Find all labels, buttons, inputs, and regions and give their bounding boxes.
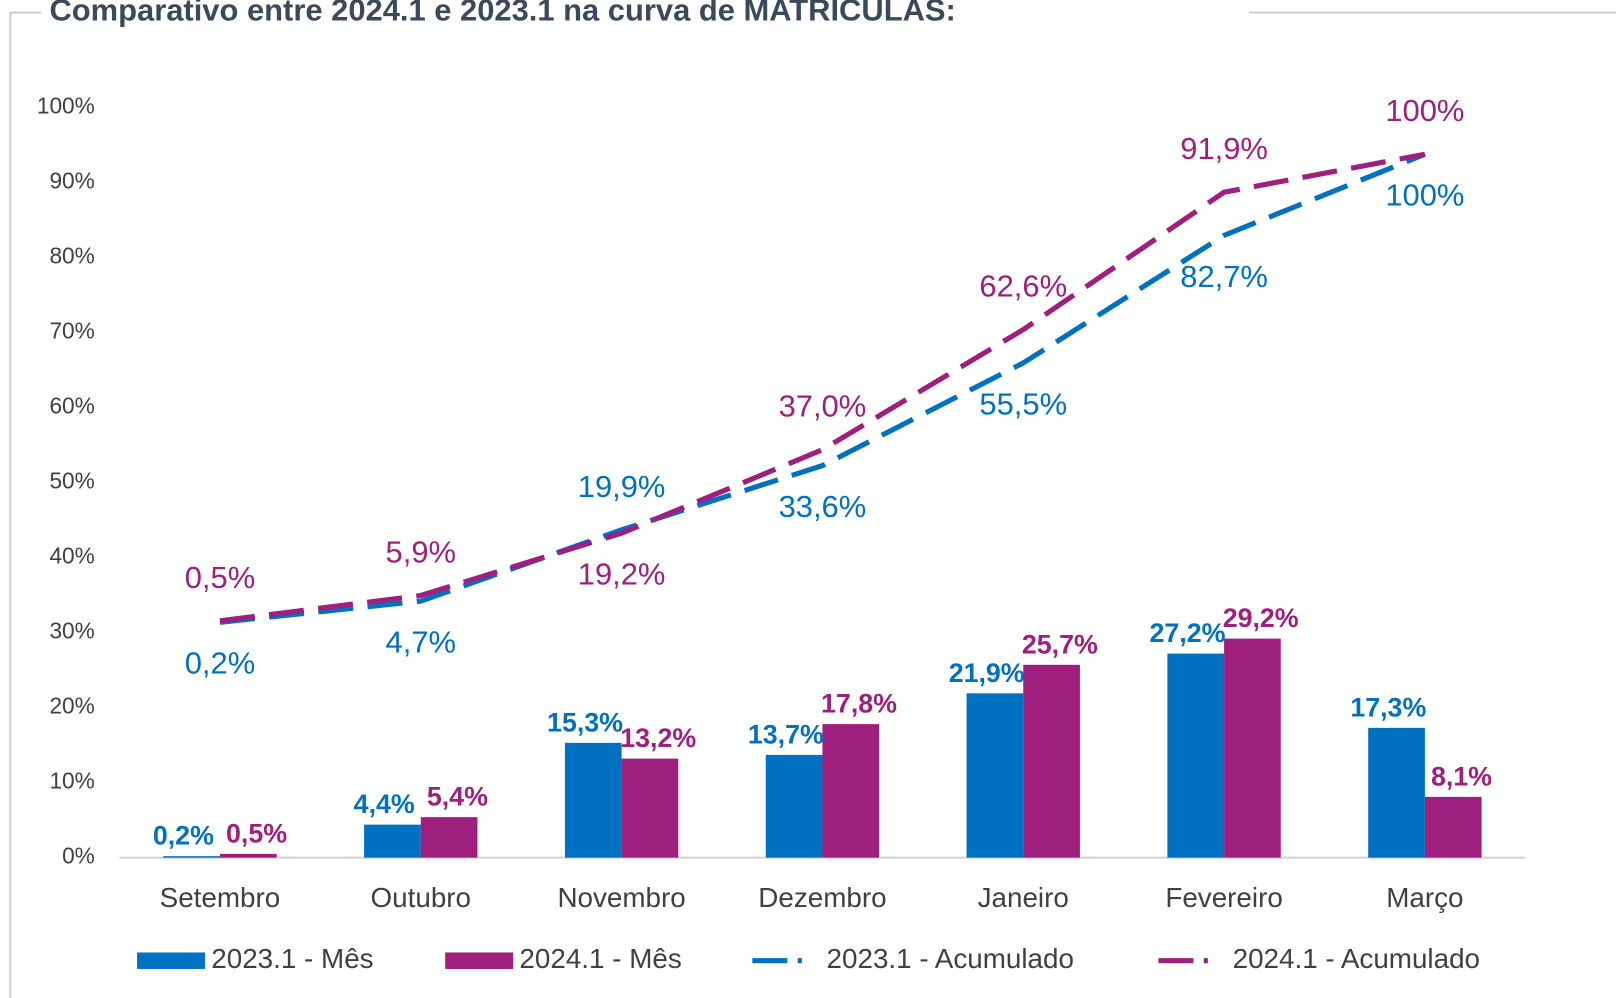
chart-title: Comparativo entre 2024.1 e 2023.1 na cur… [49, 0, 955, 28]
line-label: 33,6% [779, 489, 867, 524]
data-label: 17,8% [821, 689, 897, 719]
line [219, 151, 1426, 625]
data-label: 0,2% [153, 821, 214, 851]
x-tick-label: Outubro [371, 882, 472, 913]
x-tick-label: Janeiro [978, 882, 1069, 913]
y-tick-label: 70% [49, 317, 94, 343]
x-tick-label: Setembro [160, 882, 281, 913]
data-label: 27,2% [1150, 618, 1226, 648]
data-label: 15,3% [547, 707, 623, 737]
data-label: 8,1% [1431, 761, 1492, 791]
bar [1224, 638, 1281, 858]
bar [765, 754, 823, 858]
bar [966, 693, 1024, 858]
data-label: 13,7% [748, 719, 824, 749]
bar [219, 853, 277, 858]
data-label: 5,4% [427, 782, 488, 812]
x-tick-label: Dezembro [758, 882, 886, 913]
data-label: 29,2% [1223, 603, 1299, 633]
line-label: 19,2% [578, 557, 666, 592]
bar [163, 856, 220, 858]
y-tick-label: 20% [49, 693, 94, 719]
line-label: 0,2% [185, 646, 255, 681]
data-label: 17,3% [1350, 692, 1426, 722]
legend-label: 2024.1 - Acumulado [1233, 943, 1480, 974]
y-tick-label: 0% [62, 843, 95, 869]
line-label: 91,9% [1180, 131, 1268, 166]
line-label: 82,7% [1180, 259, 1268, 294]
line-label: 37,0% [779, 389, 867, 424]
line-label: 0,5% [185, 560, 255, 595]
bar [1023, 664, 1080, 858]
bar [364, 824, 421, 858]
line-label: 4,7% [386, 625, 456, 660]
data-label: 13,2% [620, 723, 696, 753]
legend-swatch [445, 952, 514, 969]
legend-label: 2023.1 - Acumulado [827, 943, 1074, 974]
bar [420, 817, 478, 858]
y-tick-label: 80% [49, 242, 94, 268]
y-tick-label: 50% [49, 467, 94, 493]
line-label: 55,5% [979, 386, 1067, 421]
line [219, 151, 1426, 624]
line-label: 62,6% [979, 269, 1067, 304]
bar [1424, 796, 1482, 858]
x-tick-label: Novembro [557, 882, 685, 913]
y-tick-label: 100% [37, 92, 95, 118]
data-label: 21,9% [949, 658, 1025, 688]
line-label: 19,9% [578, 469, 666, 504]
bar [1368, 727, 1425, 858]
bar [1167, 653, 1225, 858]
x-tick-label: Fevereiro [1165, 882, 1282, 913]
data-label: 0,5% [226, 818, 287, 848]
line-label: 5,9% [386, 534, 456, 569]
bar [564, 742, 622, 858]
line-label: 100% [1385, 93, 1464, 128]
y-tick-label: 30% [49, 618, 94, 644]
y-tick-label: 40% [49, 543, 94, 569]
data-label: 4,4% [354, 789, 415, 819]
legend-label: 2023.1 - Mês [211, 943, 373, 974]
bar [822, 724, 880, 858]
y-tick-label: 60% [49, 392, 94, 418]
bar [621, 758, 679, 858]
legend-swatch [137, 952, 206, 969]
legend-label: 2024.1 - Mês [519, 943, 681, 974]
y-tick-label: 10% [49, 768, 94, 794]
frame [9, 11, 1616, 998]
data-label: 25,7% [1022, 629, 1098, 659]
x-tick-label: Março [1386, 882, 1463, 913]
line-label: 100% [1385, 178, 1464, 213]
y-tick-label: 90% [49, 167, 94, 193]
